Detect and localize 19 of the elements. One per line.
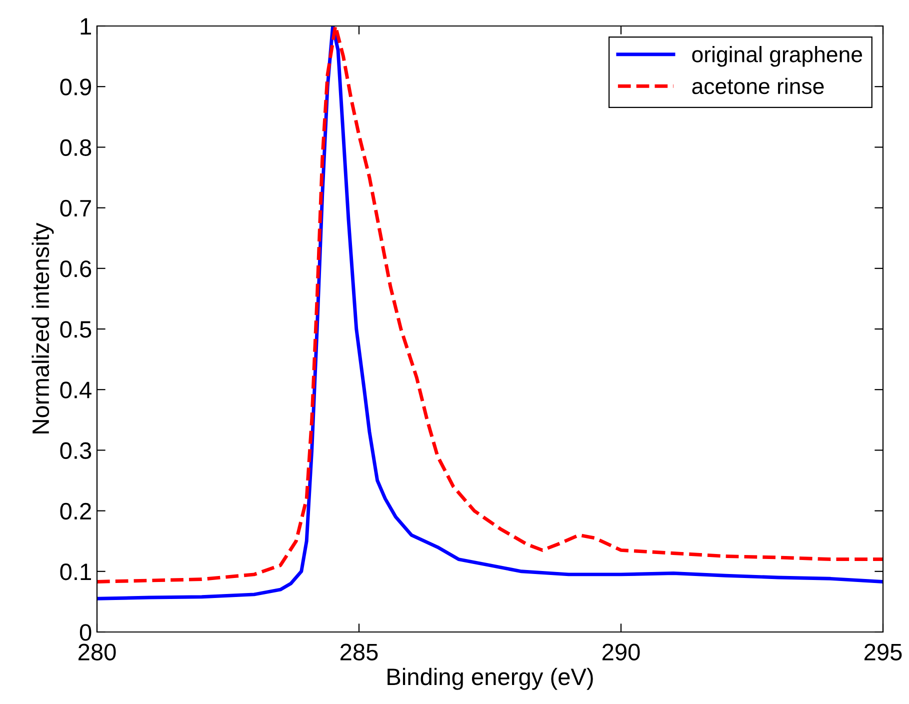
x-axis-title: Binding energy (eV) [388, 668, 593, 690]
y-tick-label: 0.6 [60, 260, 92, 278]
legend-label: original graphene [692, 46, 862, 67]
y-tick-label: 0.1 [60, 563, 91, 580]
y-tick-label: 0.2 [60, 502, 91, 520]
y-tick-label: 0.7 [60, 200, 91, 217]
x-tick-label: 295 [864, 644, 902, 660]
x-tick-label: 280 [78, 644, 116, 660]
legend-label: acetone rinse [692, 78, 824, 94]
x-tick-label: 285 [340, 644, 378, 660]
y-tick-label: 0 [80, 624, 92, 641]
y-tick-label: 0.9 [60, 78, 92, 96]
y-tick-label: 0.4 [60, 382, 92, 398]
y-axis-title: Normalized intensity [32, 222, 54, 434]
y-tick-label: 0.8 [60, 139, 92, 156]
y-tick-label: 0.5 [60, 321, 92, 338]
y-tick-label: 0.3 [60, 442, 92, 459]
x-tick-label: 290 [602, 644, 640, 660]
y-tick-label: 1 [80, 18, 91, 35]
